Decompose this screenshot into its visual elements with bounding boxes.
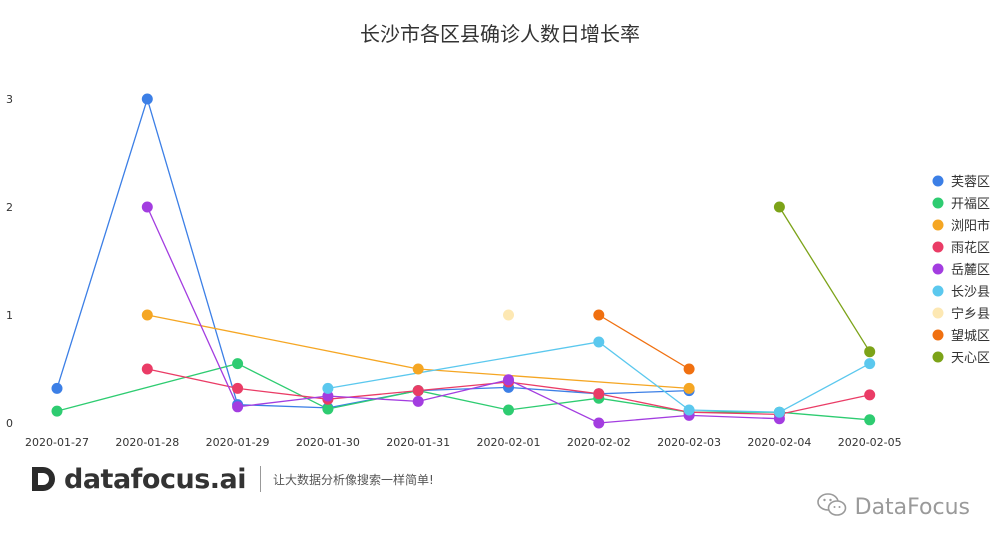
data-point[interactable] xyxy=(503,404,514,416)
y-axis-ticks: 0 1 2 3 xyxy=(6,93,13,430)
legend-marker xyxy=(932,329,944,341)
legend-item[interactable]: 长沙县 xyxy=(932,285,991,300)
legend-label: 芙蓉区 xyxy=(951,175,990,190)
legend-item[interactable]: 天心区 xyxy=(932,351,991,366)
data-point[interactable] xyxy=(51,382,63,394)
legend-marker xyxy=(932,263,944,275)
brand-name: datafocus.ai xyxy=(64,463,247,495)
data-point[interactable] xyxy=(141,93,153,105)
series-line xyxy=(598,314,690,370)
data-point[interactable] xyxy=(412,395,424,407)
legend-item[interactable]: 开福区 xyxy=(932,197,991,212)
legend-marker xyxy=(932,351,944,363)
x-tick-label: 2020-02-05 xyxy=(838,436,902,449)
series-points xyxy=(51,93,876,429)
x-tick-label: 2020-01-28 xyxy=(115,436,179,449)
legend-label: 望城区 xyxy=(951,328,990,344)
legend-item[interactable]: 宁乡县 xyxy=(932,306,991,322)
legend-label: 开福区 xyxy=(951,197,990,212)
data-point[interactable] xyxy=(141,201,153,213)
legend-marker xyxy=(932,219,944,231)
x-tick-label: 2020-02-01 xyxy=(477,436,541,449)
data-point[interactable] xyxy=(503,309,514,321)
data-point[interactable] xyxy=(141,363,153,375)
x-tick-label: 2020-02-03 xyxy=(657,436,721,449)
data-point[interactable] xyxy=(773,201,785,213)
data-point[interactable] xyxy=(773,406,785,418)
data-point[interactable] xyxy=(412,385,424,397)
data-point[interactable] xyxy=(683,363,695,375)
legend-item[interactable]: 岳麓区 xyxy=(932,263,991,278)
series-line xyxy=(778,206,871,353)
data-point[interactable] xyxy=(232,358,244,370)
data-point[interactable] xyxy=(232,401,244,413)
data-point[interactable] xyxy=(593,388,605,400)
chart-title: 长沙市各区县确诊人数日增长率 xyxy=(360,22,640,46)
watermark: DataFocus xyxy=(816,492,970,522)
wechat-icon xyxy=(816,492,847,522)
data-point[interactable] xyxy=(683,382,695,394)
x-axis-ticks: 2020-01-27 2020-01-28 2020-01-29 2020-01-30… xyxy=(25,436,902,449)
data-point[interactable] xyxy=(683,404,695,416)
data-point[interactable] xyxy=(593,336,605,348)
series-line xyxy=(147,314,690,390)
x-tick-label: 2020-01-30 xyxy=(296,436,360,449)
brand-footer: datafocus.ai 让大数据分析像搜索一样简单! xyxy=(30,461,434,497)
data-point[interactable] xyxy=(864,389,876,401)
y-tick-label: 1 xyxy=(6,309,13,322)
legend-label: 浏阳市 xyxy=(951,218,990,234)
legend-marker xyxy=(932,285,944,297)
legend-label: 雨花区 xyxy=(951,240,990,256)
data-point[interactable] xyxy=(51,405,63,417)
brand-divider xyxy=(260,466,261,492)
x-tick-label: 2020-01-31 xyxy=(386,436,450,449)
legend-marker xyxy=(932,241,944,253)
data-point[interactable] xyxy=(593,417,605,429)
legend-label: 长沙县 xyxy=(951,285,990,300)
data-point[interactable] xyxy=(322,382,334,394)
x-tick-label: 2020-01-29 xyxy=(206,436,270,449)
legend-marker xyxy=(932,307,944,319)
watermark-text: DataFocus xyxy=(854,494,970,520)
data-point[interactable] xyxy=(503,374,514,386)
y-tick-label: 3 xyxy=(6,93,13,106)
series-line xyxy=(56,96,690,409)
legend-item[interactable]: 望城区 xyxy=(932,328,991,344)
data-point[interactable] xyxy=(322,403,334,415)
data-point[interactable] xyxy=(412,363,424,375)
legend-label: 岳麓区 xyxy=(951,263,990,278)
y-tick-label: 2 xyxy=(6,201,13,214)
legend-marker xyxy=(932,175,944,187)
series-lines xyxy=(56,96,871,424)
brand-slogan: 让大数据分析像搜索一样简单! xyxy=(273,472,434,487)
data-point[interactable] xyxy=(232,382,244,394)
data-point[interactable] xyxy=(141,309,153,321)
datafocus-logo-icon xyxy=(30,464,60,494)
data-point[interactable] xyxy=(864,346,876,358)
y-tick-label: 0 xyxy=(6,417,13,430)
legend-item[interactable]: 雨花区 xyxy=(932,240,991,256)
data-point[interactable] xyxy=(864,358,876,370)
legend-item[interactable]: 芙蓉区 xyxy=(932,175,991,190)
data-point[interactable] xyxy=(322,390,334,402)
x-tick-label: 2020-01-27 xyxy=(25,436,89,449)
x-tick-label: 2020-02-02 xyxy=(567,436,631,449)
series-line xyxy=(146,206,780,424)
x-tick-label: 2020-02-04 xyxy=(747,436,811,449)
data-point[interactable] xyxy=(593,309,605,321)
legend-item[interactable]: 浏阳市 xyxy=(932,218,991,234)
legend-label: 宁乡县 xyxy=(951,306,990,322)
legend-label: 天心区 xyxy=(951,351,990,366)
data-point[interactable] xyxy=(864,414,876,426)
legend-marker xyxy=(932,197,944,209)
